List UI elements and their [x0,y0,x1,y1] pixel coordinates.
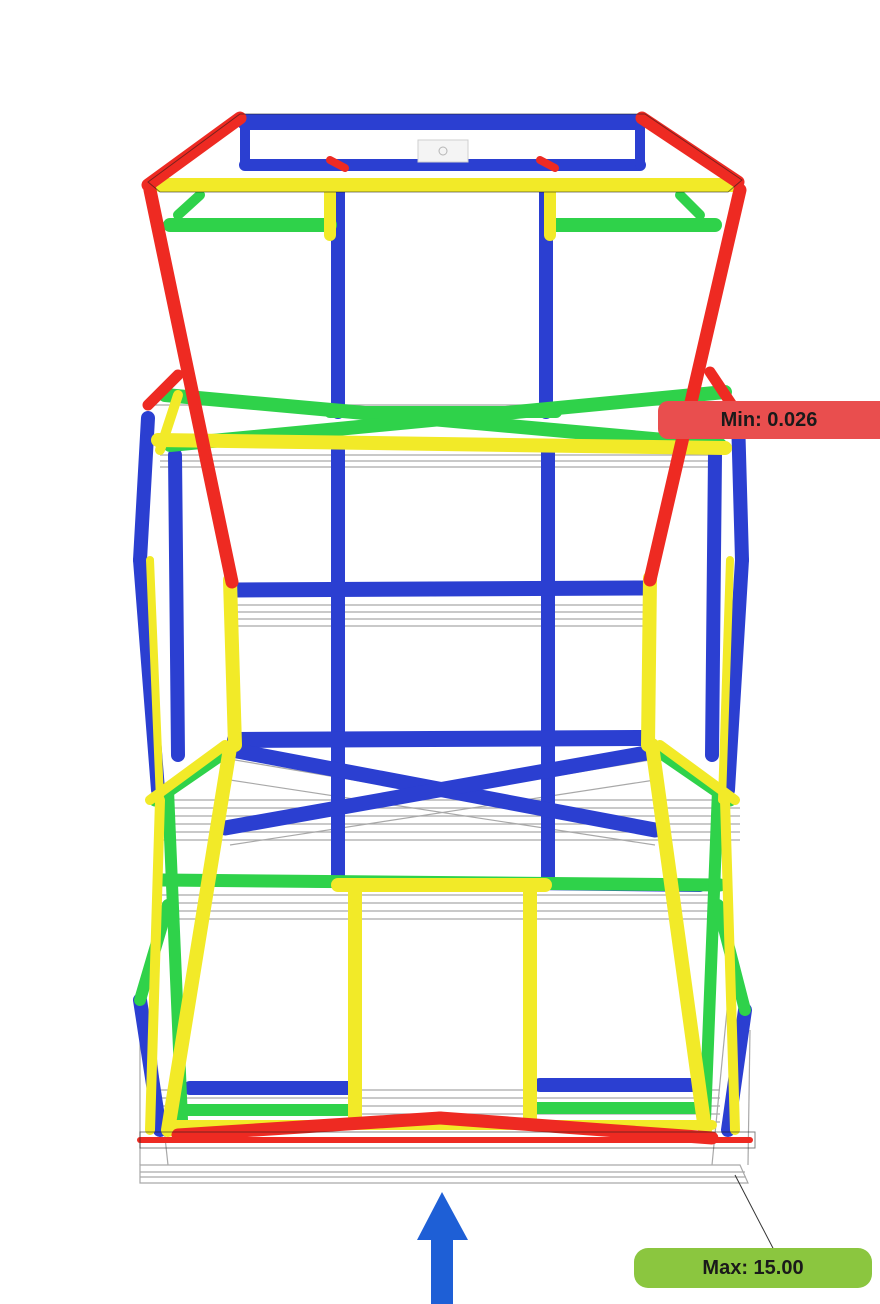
stress-contour-frame [133,111,756,1149]
load-arrow-icon [417,1192,468,1304]
max-value-label: Max: 15.00 [634,1248,872,1288]
min-value-label: Min: 0.026 [658,401,880,439]
origin-triad-icon [417,139,469,163]
max-leader-line [734,1174,776,1253]
